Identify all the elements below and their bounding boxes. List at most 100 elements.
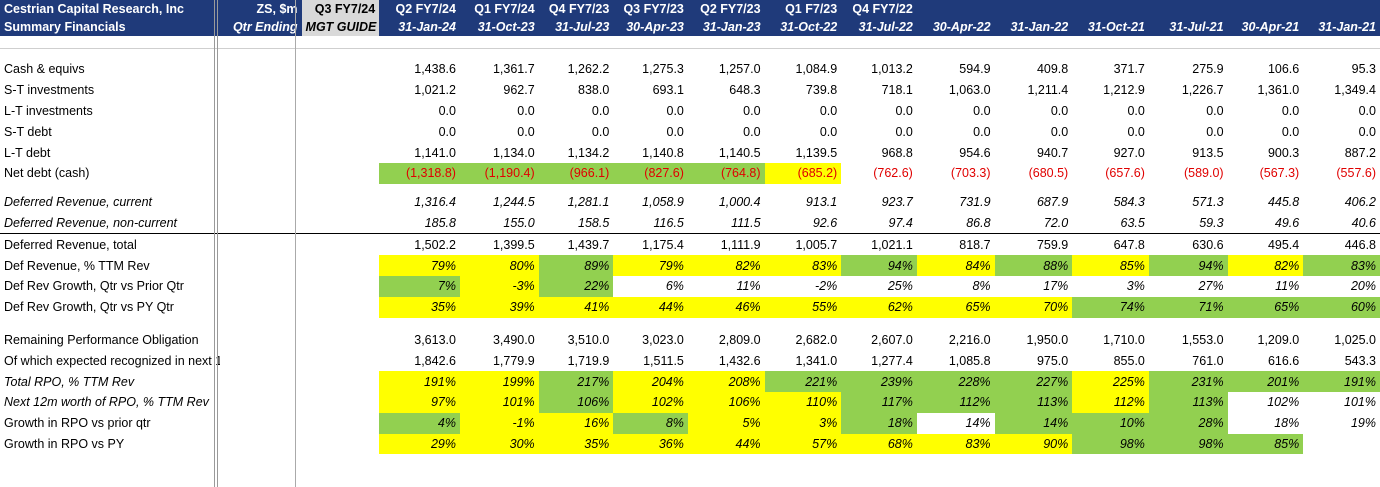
- value-cell: 221%: [764, 371, 842, 392]
- value-cell: 1,779.9: [492, 353, 535, 368]
- value-cell: 818.7: [916, 233, 995, 256]
- quarter-label: [994, 0, 1073, 18]
- empty-cell: [220, 213, 302, 234]
- quarter-label: [1303, 0, 1380, 18]
- value-cell: 0.0: [591, 103, 610, 118]
- value-cell: 70%: [994, 296, 1073, 318]
- guide-cell: [302, 80, 380, 101]
- row-label: Deferred Revenue, non-current: [4, 215, 178, 230]
- value-cell: 6%: [613, 275, 688, 297]
- table-row: L-T investments 0.0 0.0 0.0 0.0 0.0 0.0 0.0 0.0 0…: [0, 101, 1380, 122]
- value-cell: 648.3: [729, 83, 761, 98]
- date-label: 31-Oct-22: [764, 18, 842, 36]
- value-cell: 11%: [687, 275, 765, 297]
- value-cell: 1,316.4: [414, 195, 456, 210]
- value-cell: 1,553.0: [1181, 332, 1224, 347]
- value-cell: 19%: [1303, 412, 1380, 434]
- row-label: Def Revenue, % TTM Rev: [4, 258, 150, 273]
- value-cell: 1,139.5: [795, 145, 838, 160]
- quarter-label: [1227, 0, 1304, 18]
- value-cell: 630.6: [1148, 233, 1228, 256]
- empty-cell: [220, 350, 302, 371]
- value-cell: 1,021.2: [414, 83, 456, 98]
- value-cell: 14%: [994, 412, 1073, 434]
- value-cell: 85%: [1072, 255, 1149, 276]
- value-cell: 44%: [687, 433, 765, 455]
- value-cell: 25%: [841, 275, 917, 297]
- guide-cell: [302, 371, 380, 392]
- value-cell: 155.0: [503, 215, 535, 230]
- value-cell: 855.0: [1113, 353, 1145, 368]
- table-row: Of which expected recognized in next 12m…: [0, 350, 1380, 371]
- value-cell: 88%: [994, 255, 1073, 276]
- value-cell: 84%: [916, 255, 995, 276]
- value-cell: 1,432.6: [718, 353, 761, 368]
- guide-cell: [302, 330, 380, 351]
- value-cell: 962.7: [503, 83, 535, 98]
- guide-cell: [302, 163, 380, 184]
- value-cell: 687.9: [1036, 195, 1069, 210]
- spacer-row: [0, 48, 1380, 59]
- row-label: Of which expected recognized in next 12m: [4, 353, 220, 368]
- empty-cell: [220, 142, 302, 163]
- value-cell: 228%: [916, 371, 995, 392]
- spacer-row: [0, 184, 1380, 192]
- value-cell: 0.0: [743, 103, 761, 118]
- value-cell: 28%: [1148, 412, 1228, 434]
- guide-cell: [302, 255, 380, 276]
- value-cell: 74%: [1072, 296, 1149, 318]
- table-row: S-T investments 1,021.2 962.7 838.0 693.1 648…: [0, 80, 1380, 101]
- value-cell: (1,318.8): [379, 162, 460, 184]
- empty-cell: [220, 80, 302, 101]
- date-label: 30-Apr-23: [613, 18, 688, 36]
- guide-cell: [302, 192, 380, 213]
- value-cell: 68%: [841, 433, 917, 455]
- table-row: Def Revenue, % TTM Rev 79% 80% 89% 79% 82% 83%…: [0, 255, 1380, 276]
- value-cell: 1,140.8: [642, 145, 684, 160]
- value-cell: 1,209.0: [1257, 332, 1300, 347]
- value-cell: 92.6: [812, 215, 838, 230]
- value-cell: 204%: [613, 371, 688, 392]
- value-cell: 1,349.4: [1334, 83, 1376, 98]
- table-row: Growth in RPO vs prior qtr 4% -1% 16% 8% 5% 3%…: [0, 412, 1380, 434]
- empty-cell: [220, 392, 302, 413]
- value-cell: 94%: [1148, 255, 1228, 276]
- value-cell: 72.0: [1043, 215, 1069, 230]
- value-cell: 3,613.0: [414, 332, 456, 347]
- value-cell: 0.0: [1281, 124, 1300, 139]
- quarter-label: Q4 FY7/23: [538, 0, 614, 18]
- value-cell: 1,085.8: [948, 353, 991, 368]
- value-cell: 1,021.1: [841, 233, 917, 256]
- row-label: Deferred Revenue, total: [0, 233, 220, 256]
- value-cell: 98%: [1072, 433, 1149, 455]
- row-label: S-T investments: [4, 83, 95, 98]
- value-cell: 18%: [1227, 412, 1304, 434]
- row-label: Def Rev Growth, Qtr vs PY Qtr: [4, 300, 174, 315]
- guide-cell: [302, 350, 380, 371]
- value-cell: 0.0: [1206, 124, 1224, 139]
- value-cell: 0.0: [1050, 103, 1069, 118]
- value-cell: 838.0: [578, 83, 610, 98]
- value-cell: 1,710.0: [1103, 332, 1145, 347]
- value-cell: 82%: [1227, 255, 1304, 276]
- value-cell: 208%: [687, 371, 765, 392]
- financials-table: Cestrian Capital Research, Inc ZS, $m Q3…: [0, 0, 1380, 455]
- value-cell: 647.8: [1072, 233, 1149, 256]
- value-cell: 65%: [1227, 296, 1304, 318]
- date-label: 30-Apr-22: [916, 18, 995, 36]
- value-cell: 693.1: [652, 83, 684, 98]
- value-cell: (1,190.4): [459, 162, 539, 184]
- value-cell: 406.2: [1344, 195, 1376, 210]
- value-cell: 55%: [764, 296, 842, 318]
- empty-cell: [219, 233, 302, 256]
- table-row: Def Rev Growth, Qtr vs PY Qtr 35% 39% 41% 44…: [0, 296, 1380, 318]
- value-cell: 111.5: [731, 215, 761, 230]
- value-cell: 3,023.0: [642, 332, 684, 347]
- guide-cell: [302, 413, 380, 434]
- value-cell: (764.8): [687, 162, 765, 184]
- value-cell: 101%: [1303, 391, 1380, 413]
- value-cell: 101%: [459, 391, 539, 413]
- value-cell: 1,257.0: [718, 62, 761, 77]
- empty-cell: [220, 163, 302, 184]
